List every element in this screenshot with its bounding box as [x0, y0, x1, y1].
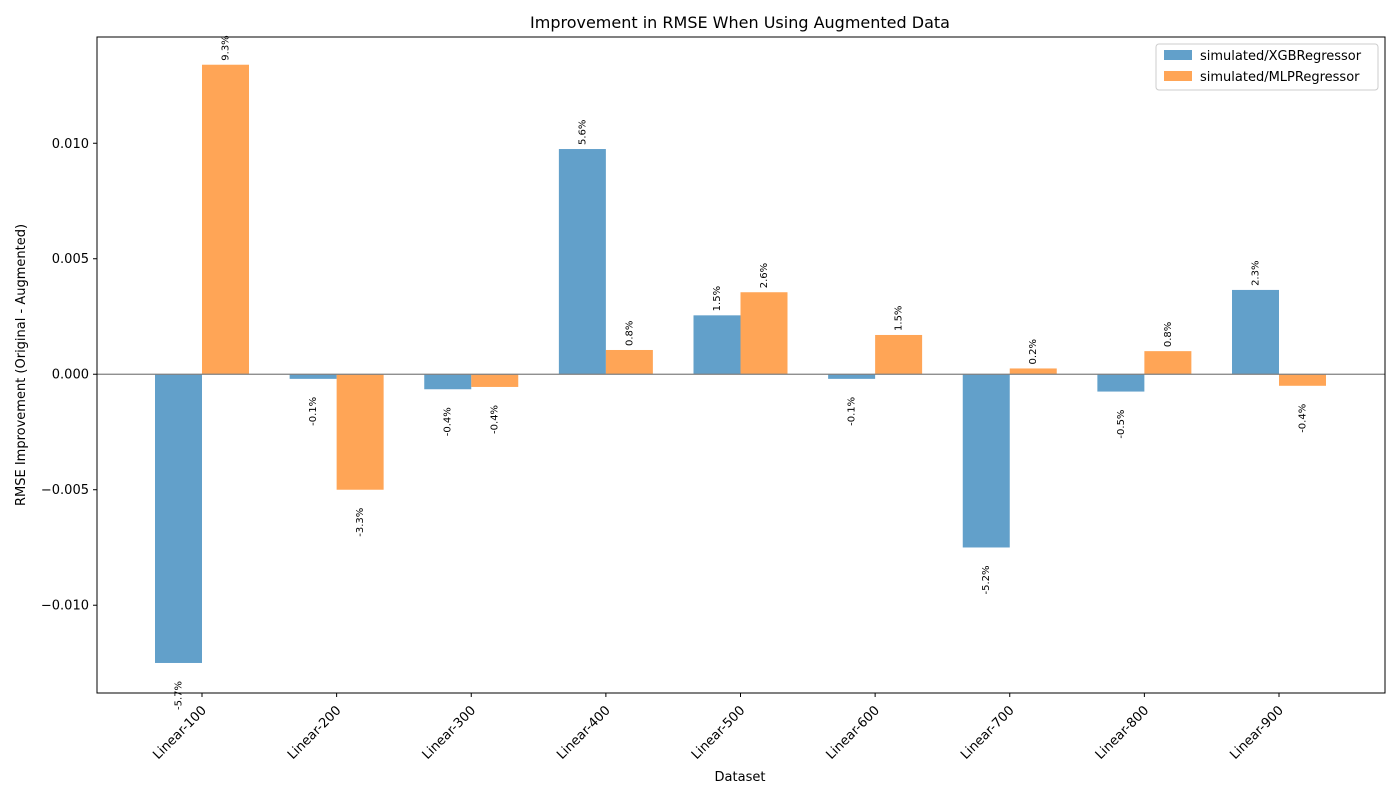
y-tick-label: −0.010 — [41, 599, 89, 614]
bar-mlp-3 — [471, 374, 519, 387]
y-axis: −0.010 −0.005 0.000 0.005 0.010 — [41, 137, 97, 614]
data-label-xgb-5: 1.5% — [712, 286, 723, 311]
bar-xgb-5 — [693, 315, 741, 375]
x-tick-label: Linear-100 — [150, 703, 209, 762]
bar-mlp-6 — [875, 334, 923, 375]
bar-xgb-7 — [962, 374, 1010, 548]
legend-frame — [1155, 43, 1379, 91]
y-tick-label: −0.005 — [41, 483, 89, 498]
data-label-xgb-2: -0.1% — [308, 397, 319, 426]
data-label-mlp-5: 2.6% — [759, 263, 770, 288]
bar-xgb-6 — [828, 374, 876, 379]
data-label-xgb-9: 2.3% — [1251, 261, 1262, 286]
x-tick-label: Linear-800 — [1093, 703, 1152, 762]
data-label-xgb-6: -0.1% — [847, 397, 858, 426]
bar-mlp-9 — [1279, 374, 1326, 386]
data-label-mlp-6: 1.5% — [894, 306, 905, 331]
data-label-mlp-4: 0.8% — [624, 321, 635, 346]
bar-xgb-4 — [558, 149, 606, 375]
data-label-xgb-1: -5.7% — [174, 681, 185, 710]
y-axis-label: RMSE Improvement (Original - Augmented) — [14, 224, 29, 506]
legend-swatch-xgb — [1164, 50, 1192, 60]
bar-mlp-5 — [740, 292, 788, 375]
bar-xgb-9 — [1232, 289, 1279, 375]
x-tick-label: Linear-500 — [689, 703, 748, 762]
bar-mlp-1 — [202, 64, 249, 375]
bar-mlp-7 — [1009, 368, 1057, 375]
x-axis-label: Dataset — [715, 770, 766, 785]
data-label-xgb-7: -5.2% — [981, 565, 992, 594]
x-tick-label: Linear-300 — [420, 703, 479, 762]
legend-label-mlp: simulated/MLPRegressor — [1200, 70, 1360, 85]
chart-title: Improvement in RMSE When Using Augmented… — [530, 13, 950, 32]
data-label-mlp-8: 0.8% — [1163, 322, 1174, 347]
data-label-xgb-4: 5.6% — [577, 120, 588, 145]
y-tick-label: 0.000 — [52, 368, 89, 383]
bar-mlp-8 — [1144, 351, 1192, 375]
x-tick-label: Linear-600 — [824, 703, 883, 762]
data-label-mlp-1: 9.3% — [221, 35, 232, 60]
data-label-xgb-8: -0.5% — [1116, 410, 1127, 439]
bar-mlp-4 — [605, 349, 653, 375]
bar-mlp-2 — [336, 374, 384, 490]
data-label-mlp-7: 0.2% — [1028, 339, 1039, 364]
legend-swatch-mlp — [1164, 71, 1192, 81]
y-tick-label: 0.005 — [52, 252, 89, 267]
x-tick-label: Linear-700 — [958, 703, 1017, 762]
data-label-mlp-2: -3.3% — [355, 508, 366, 537]
legend-label-xgb: simulated/XGBRegressor — [1200, 49, 1362, 64]
bar-xgb-2 — [289, 374, 337, 379]
data-label-xgb-3: -0.4% — [443, 407, 454, 436]
data-label-mlp-3: -0.4% — [490, 405, 501, 434]
plot-area: -5.7% -0.1% -0.4% 5.6% 1.5% -0.1% -5.2% -0.5% 2.… — [97, 35, 1385, 710]
x-tick-label: Linear-200 — [285, 703, 344, 762]
data-label-mlp-9: -0.4% — [1298, 404, 1309, 433]
bar-xgb-8 — [1097, 374, 1145, 392]
x-tick-label: Linear-400 — [554, 703, 613, 762]
x-axis: Linear-100 Linear-200 Linear-300 Linear-400… — [150, 693, 1287, 763]
legend: simulated/XGBRegressor simulated/MLPRegr… — [1155, 43, 1379, 91]
bar-xgb-3 — [424, 374, 472, 390]
y-tick-label: 0.010 — [52, 137, 89, 152]
bar-xgb-1 — [155, 374, 202, 663]
x-tick-label: Linear-900 — [1227, 703, 1286, 762]
